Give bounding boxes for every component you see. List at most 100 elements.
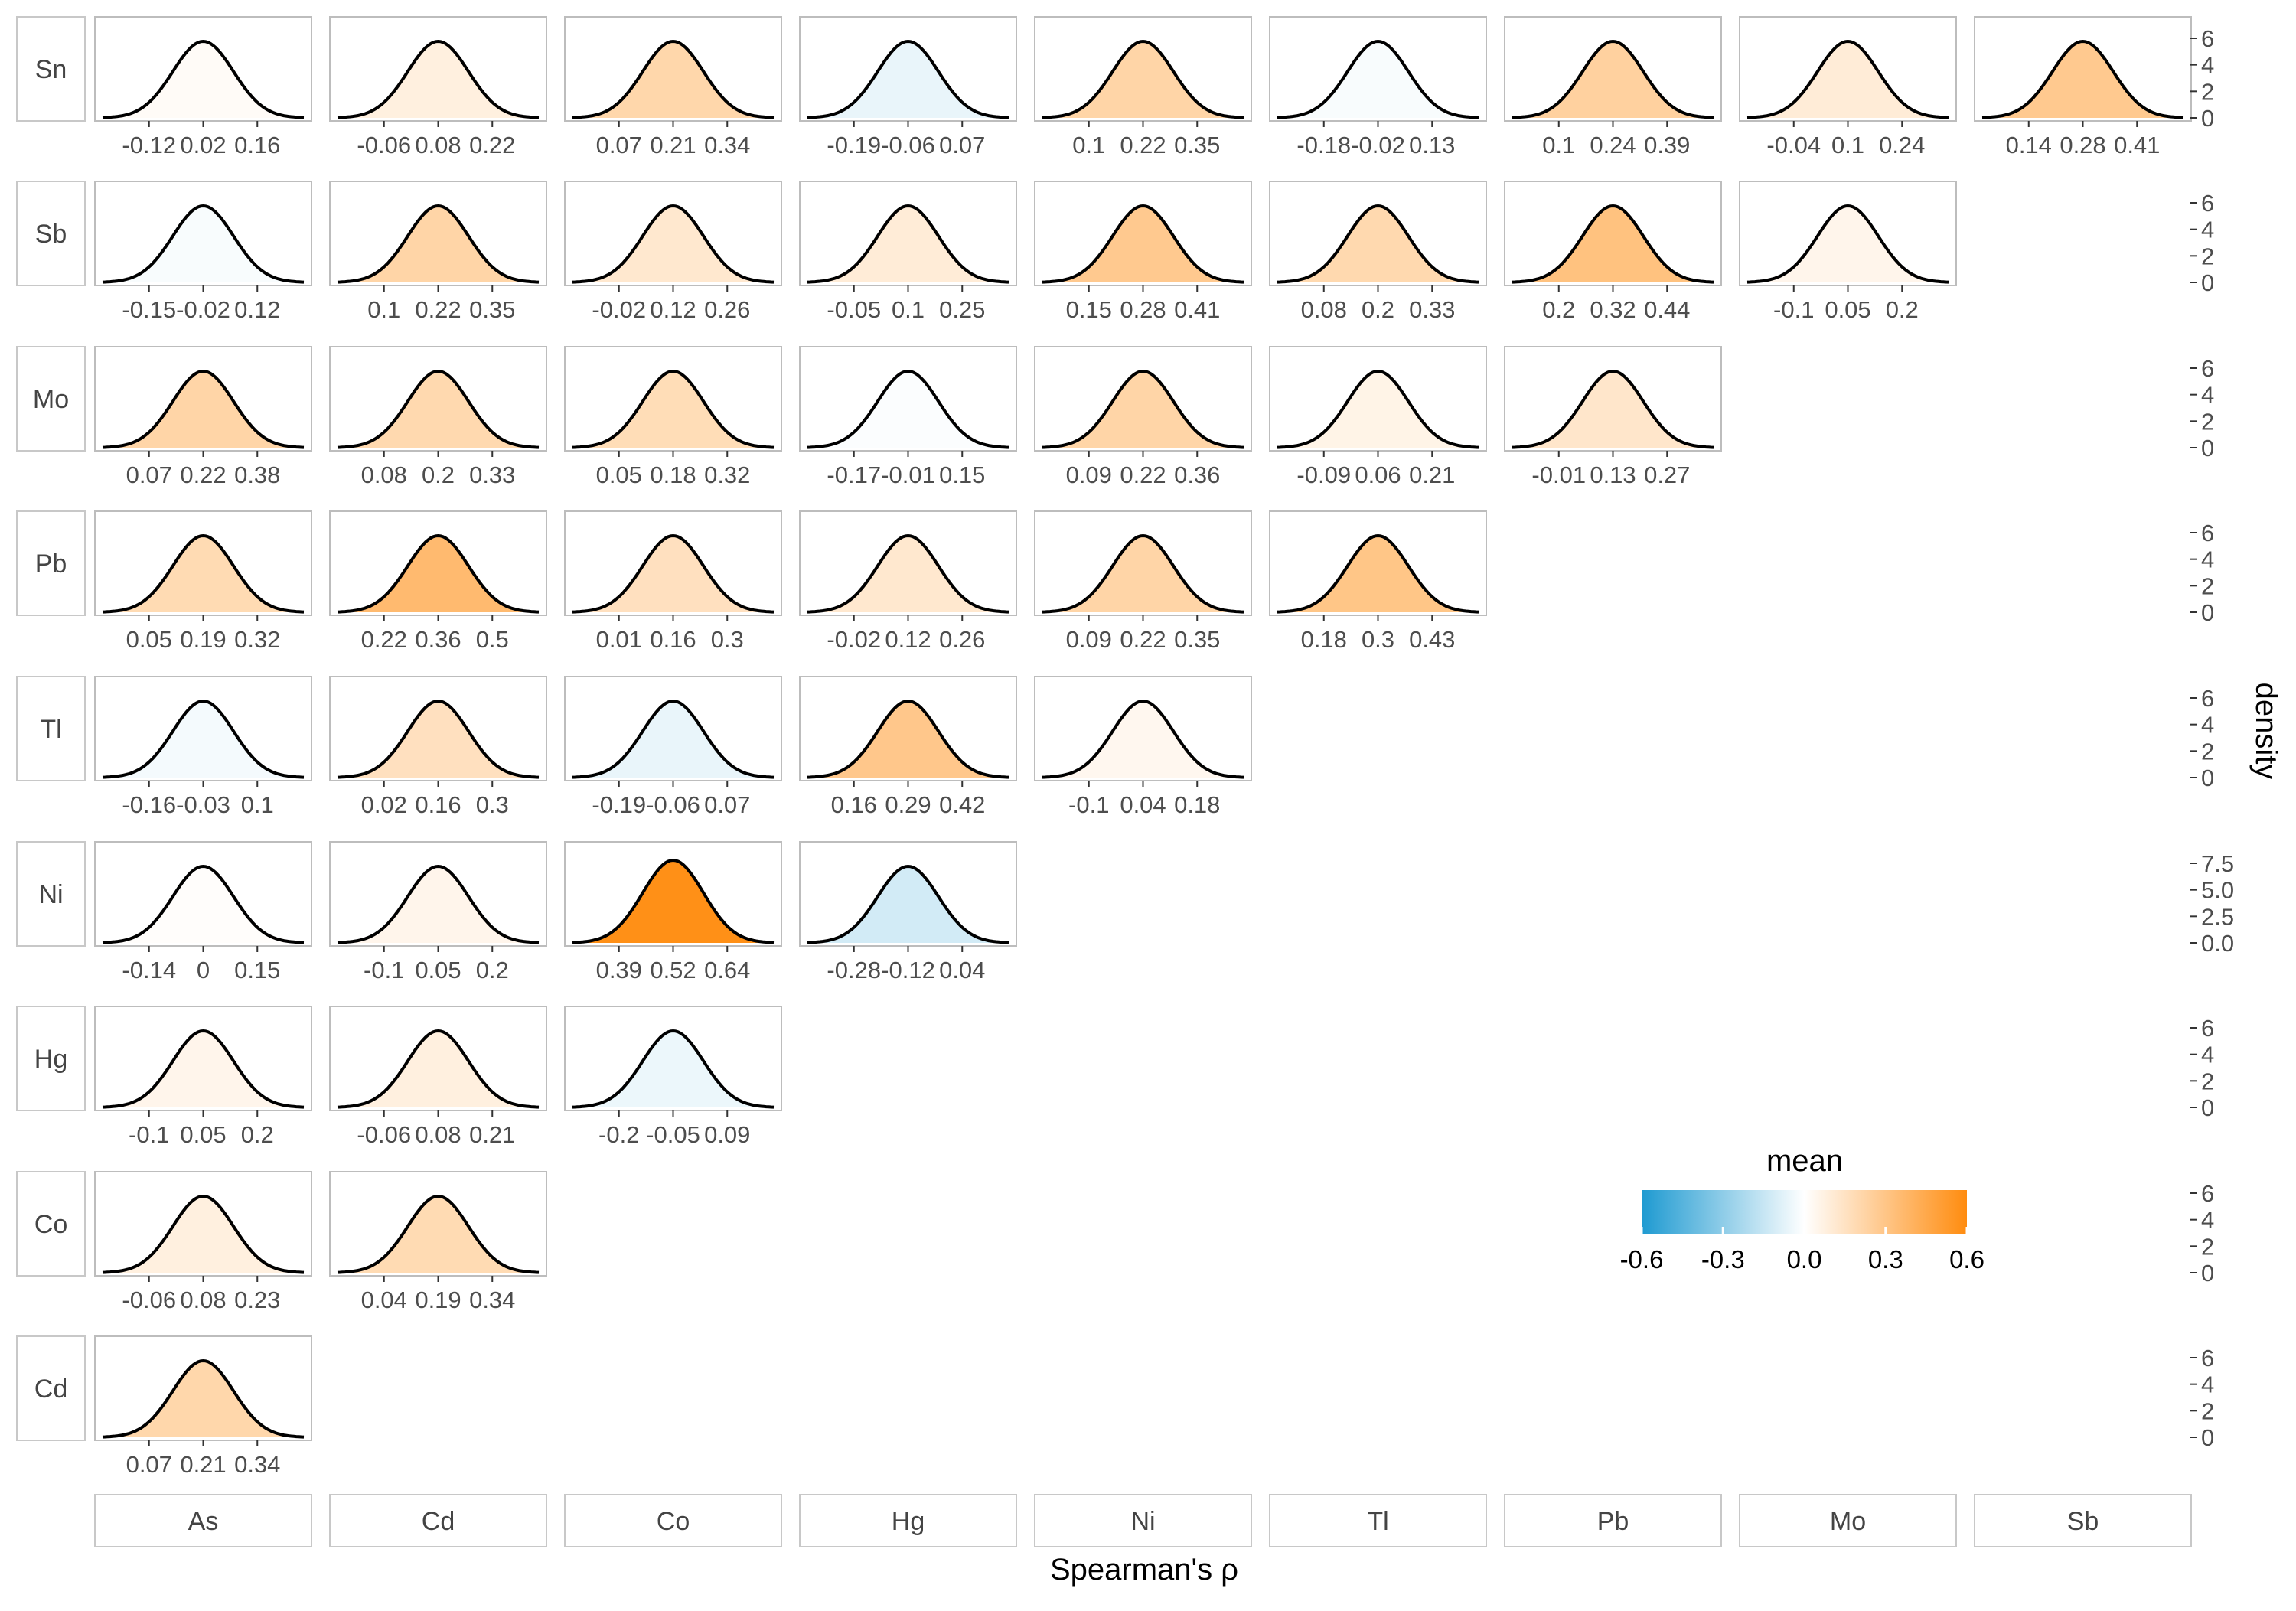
x-tick-label: 0.12	[234, 296, 280, 323]
x-tick-label: 0.08	[361, 461, 407, 488]
x-tick-label: -0.05	[646, 1121, 700, 1148]
x-tick-label: 0.01	[596, 626, 642, 653]
density-curve	[572, 204, 775, 284]
panel-sb-tl: 0.08 0.2 0.33	[1269, 181, 1487, 323]
x-tick-label: 0.16	[415, 791, 461, 818]
x-tick-label: -0.16	[122, 791, 176, 818]
density-tick-label: 0	[2201, 599, 2214, 626]
legend-ticks: -0.6 -0.3 0.0 0.3 0.6	[1620, 1227, 1985, 1273]
row-strip-tl	[16, 676, 86, 781]
x-tick-label: 0.24	[1879, 132, 1925, 158]
x-tick-label: 0.22	[1120, 626, 1166, 653]
row-strip-label: Co	[34, 1210, 67, 1239]
x-tick-label: 0.28	[2060, 132, 2105, 158]
row-strip-pb	[16, 510, 86, 616]
x-tick-label: -0.12	[881, 957, 935, 983]
row-strip-label: Mo	[33, 385, 69, 414]
panel-pb-co: 0.01 0.16 0.3	[564, 510, 782, 653]
density-curve	[1512, 204, 1714, 284]
x-tick-label: 0.24	[1590, 132, 1636, 158]
x-tick-label: 0.22	[1120, 461, 1166, 488]
panel-ni-cd: -0.1 0.05 0.2	[329, 841, 547, 983]
x-tick-label: 0.32	[1590, 296, 1636, 323]
panel-sb-mo: -0.1 0.05 0.2	[1739, 181, 1957, 323]
density-tick-label: 2	[2201, 1068, 2214, 1094]
density-curve	[1042, 369, 1244, 449]
density-tick-label: 7.5	[2201, 850, 2234, 877]
density-tick-label: 4	[2201, 217, 2214, 243]
x-tick-label: 0.08	[1301, 296, 1347, 323]
x-tick-label: -0.1	[1773, 296, 1814, 323]
panel-sn-mo: -0.04 0.1 0.24	[1739, 16, 1957, 158]
density-curve	[337, 369, 540, 449]
x-tick-label: 0.2	[1542, 296, 1575, 323]
density-curve	[1042, 39, 1244, 119]
x-tick-label: -0.1	[364, 957, 404, 983]
x-tick-label: 0.35	[1174, 132, 1220, 158]
x-tick-label: 0.27	[1644, 461, 1690, 488]
column-strip-cd	[329, 1494, 547, 1547]
legend-tick-label: -0.3	[1701, 1245, 1745, 1273]
density-curve	[337, 39, 540, 119]
x-tick-label: 0.34	[704, 132, 750, 158]
panel-pb-ni: 0.09 0.22 0.35	[1034, 510, 1252, 653]
density-curve	[807, 533, 1009, 614]
panel-mo-hg: -0.17 -0.01 0.15	[799, 346, 1017, 488]
x-tick-label: 0.02	[180, 132, 226, 158]
x-tick-label: 0.12	[650, 296, 696, 323]
density-tick-label: 4	[2201, 52, 2214, 79]
x-tick-label: 0.22	[415, 296, 461, 323]
x-tick-label: 0.08	[180, 1287, 226, 1313]
x-tick-label: 0.25	[939, 296, 985, 323]
x-tick-label: 0.32	[234, 626, 280, 653]
x-tick-label: 0.28	[1120, 296, 1166, 323]
density-curve	[807, 39, 1009, 119]
column-strip-label: Tl	[1367, 1507, 1388, 1536]
column-strip-label: Mo	[1830, 1507, 1866, 1536]
panel-pb-hg: -0.02 0.12 0.26	[799, 510, 1017, 653]
x-tick-label: 0.04	[361, 1287, 407, 1313]
row-strips-layer: Sn Sb Mo Pb Tl Ni Hg Co Cd	[16, 16, 86, 1441]
panel-mo-co: 0.05 0.18 0.32	[564, 346, 782, 488]
density-tick-label: 4	[2201, 1371, 2214, 1398]
x-tick-label: 0.16	[650, 626, 696, 653]
x-tick-label: -0.04	[1766, 132, 1821, 158]
density-tick-label: 6	[2201, 25, 2214, 52]
column-strip-label: As	[188, 1507, 219, 1536]
x-tick-label: 0.36	[415, 626, 461, 653]
column-strip-sb	[1974, 1494, 2192, 1547]
x-tick-label: -0.19	[592, 791, 646, 818]
row-strip-label: Ni	[38, 880, 63, 909]
panel-sb-as: -0.15 -0.02 0.12	[94, 181, 312, 323]
x-tick-label: -0.06	[122, 1287, 176, 1313]
panel-ni-as: -0.14 0 0.15	[94, 841, 312, 983]
column-strip-label: Hg	[892, 1507, 925, 1536]
row-strip-hg	[16, 1006, 86, 1111]
column-strips-layer: As Cd Co Hg Ni Tl Pb Mo Sb	[94, 1494, 2192, 1547]
density-curve	[102, 39, 305, 119]
density-curve	[337, 204, 540, 284]
panel-mo-pb: -0.01 0.13 0.27	[1504, 346, 1722, 488]
x-tick-label: 0.15	[234, 957, 280, 983]
panel-sn-hg: -0.19 -0.06 0.07	[799, 16, 1017, 158]
x-tick-label: -0.03	[176, 791, 230, 818]
panel-co-as: -0.06 0.08 0.23	[94, 1171, 312, 1313]
panel-co-cd: 0.04 0.19 0.34	[329, 1171, 547, 1313]
x-tick-label: 0.35	[469, 296, 515, 323]
legend-title: mean	[1766, 1144, 1843, 1178]
panel-tl-ni: -0.1 0.04 0.18	[1034, 676, 1252, 818]
x-tick-label: 0.04	[939, 957, 985, 983]
panel-pb-cd: 0.22 0.36 0.5	[329, 510, 547, 653]
panel-pb-as: 0.05 0.19 0.32	[94, 510, 312, 653]
x-tick-label: -0.2	[598, 1121, 639, 1148]
x-tick-label: 0.52	[650, 957, 696, 983]
x-tick-label: 0.21	[1409, 461, 1455, 488]
column-strip-label: Cd	[422, 1507, 455, 1536]
panel-tl-cd: 0.02 0.16 0.3	[329, 676, 547, 818]
density-tick-label: 5.0	[2201, 877, 2234, 904]
density-curve	[572, 858, 775, 944]
row-strip-co	[16, 1171, 86, 1277]
density-curve	[1277, 369, 1479, 449]
panel-mo-cd: 0.08 0.2 0.33	[329, 346, 547, 488]
